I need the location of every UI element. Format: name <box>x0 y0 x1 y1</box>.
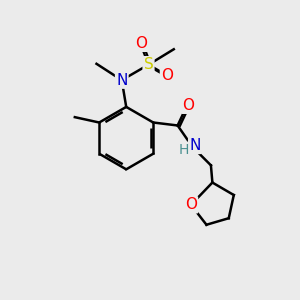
Text: N: N <box>116 73 128 88</box>
Text: O: O <box>185 197 197 212</box>
Text: N: N <box>189 138 200 153</box>
Text: O: O <box>135 36 147 51</box>
Text: H: H <box>178 143 189 157</box>
Text: O: O <box>161 68 173 82</box>
Text: O: O <box>182 98 194 113</box>
Text: S: S <box>144 57 153 72</box>
